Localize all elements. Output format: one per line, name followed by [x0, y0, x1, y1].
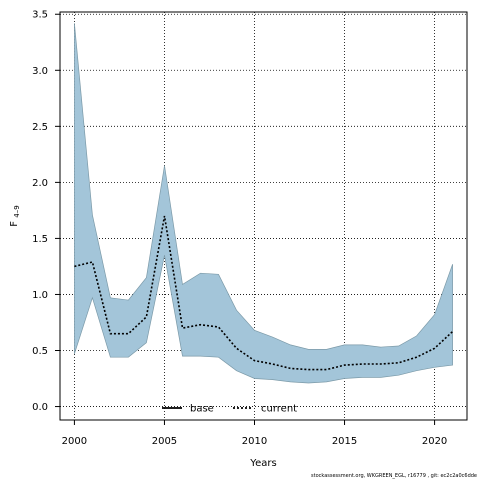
confidence-band: [74, 23, 453, 384]
series-lines: [74, 215, 454, 371]
x-tick-label: 2005: [152, 436, 177, 447]
y-axis-title-main: F: [9, 221, 20, 227]
footer-credit: stockassessment.org, WKGREEN_EGL, r16779…: [311, 473, 477, 479]
y-tick-label: 3.0: [32, 66, 48, 77]
legend-item-current-label: current: [261, 404, 297, 415]
legend-item-base-label: base: [190, 404, 214, 415]
x-tick-label: 2020: [422, 436, 447, 447]
y-tick-label: 0.5: [32, 346, 48, 357]
svg-text:F 4–9: F 4–9: [9, 205, 21, 226]
plot-frame: [59, 11, 468, 421]
confidence-band-area: [74, 23, 453, 384]
x-axis: 2000 2005 2010 2015 2020: [62, 420, 447, 447]
x-tick-label: 2000: [62, 436, 87, 447]
x-tick-label: 2010: [242, 436, 267, 447]
y-tick-label: 1.5: [32, 234, 48, 245]
y-axis-title-sub: 4–9: [13, 205, 21, 217]
y-tick-label: 1.0: [32, 290, 48, 301]
y-tick-label: 3.5: [32, 10, 48, 21]
legend-item-current: current: [233, 404, 297, 415]
y-tick-label: 2.5: [32, 122, 48, 133]
y-tick-label: 2.0: [32, 178, 48, 189]
series-line-current: [74, 215, 454, 371]
y-axis-title: F 4–9: [9, 205, 21, 226]
x-tick-label: 2015: [332, 436, 357, 447]
legend-item-base: base: [162, 404, 214, 415]
y-axis: 0.0 0.5 1.0 1.5 2.0 2.5 3.0 3.5: [32, 10, 60, 413]
y-tick-label: 0.0: [32, 402, 48, 413]
legend: base current: [162, 404, 297, 415]
x-axis-title: Years: [249, 458, 276, 469]
